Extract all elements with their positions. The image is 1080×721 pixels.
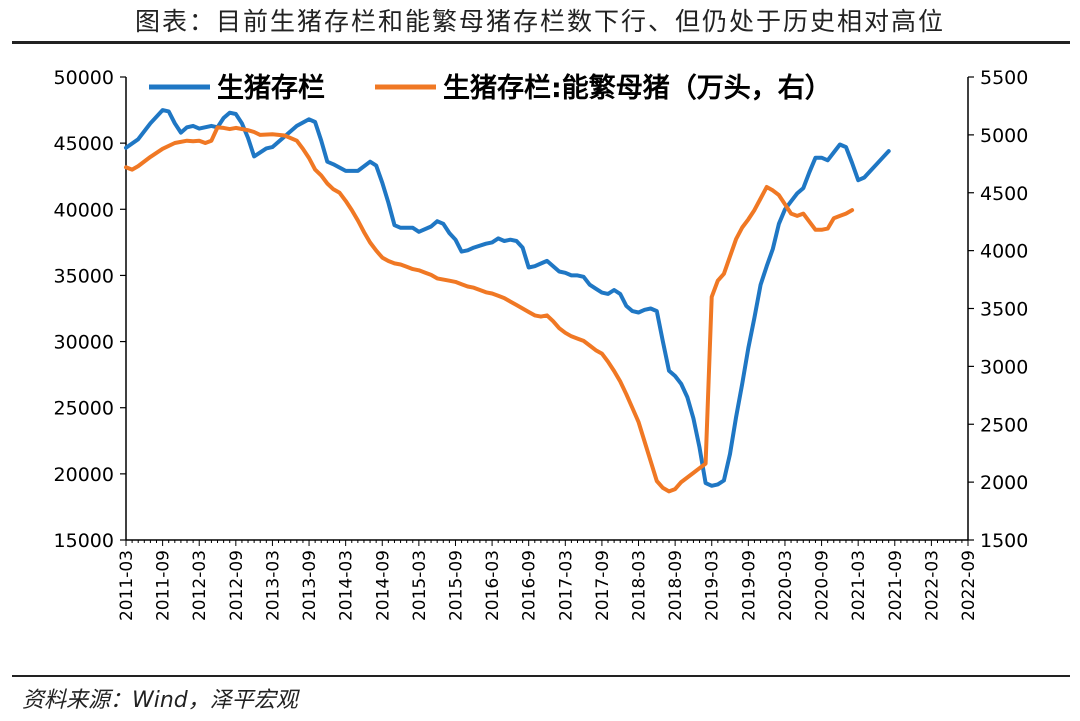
- y-right-tick-label: 1500: [980, 530, 1028, 552]
- y-right-tick-label: 2000: [980, 472, 1028, 494]
- x-tick-label: 2022-03: [922, 550, 942, 621]
- series-lines: [124, 108, 891, 494]
- x-tick-label: 2013-09: [300, 550, 320, 621]
- y-left-tick-label: 30000: [54, 332, 114, 354]
- source-note: 资料来源：Wind，泽平宏观: [22, 688, 298, 713]
- y-left-tick-label: 15000: [54, 530, 114, 552]
- x-tick-label: 2015-03: [410, 550, 430, 621]
- x-tick-label: 2016-09: [520, 550, 540, 621]
- y-right-tick-label: 3500: [980, 299, 1028, 321]
- x-tick-label: 2014-03: [337, 550, 357, 621]
- y-left-tick-label: 20000: [54, 464, 114, 486]
- x-tick-label: 2014-09: [373, 550, 393, 621]
- x-tick-label: 2011-03: [117, 550, 137, 621]
- legend-label-1: 生猪存栏: [217, 73, 325, 104]
- y-left-tick-label: 45000: [54, 133, 114, 155]
- x-tick-label: 2017-03: [556, 550, 576, 621]
- x-tick-label: 2020-09: [813, 550, 833, 621]
- y-right-tick-label: 4500: [980, 183, 1028, 205]
- x-tick-label: 2012-09: [227, 550, 247, 621]
- x-tick-label: 2021-03: [849, 550, 869, 621]
- y-left-tick-label: 35000: [54, 265, 114, 287]
- legend-label-2: 生猪存栏:能繁母猪（万头，右）: [443, 72, 832, 104]
- y-left-tick-label: 40000: [54, 199, 114, 221]
- chart-title: 图表：目前生猪存栏和能繁母猪存栏数下行、但仍处于历史相对高位: [134, 7, 945, 36]
- bottom-rule: [12, 675, 1070, 677]
- series-line-2: [124, 125, 855, 494]
- legend: 生猪存栏 生猪存栏:能繁母猪（万头，右）: [149, 72, 832, 104]
- x-tick-label: 2019-09: [739, 550, 759, 621]
- y-right-tick-label: 3000: [980, 356, 1028, 378]
- x-tick-label: 2015-09: [446, 550, 466, 621]
- y-right-tick-label: 2500: [980, 414, 1028, 436]
- y-right-tick-label: 5500: [980, 67, 1028, 89]
- x-tick-label: 2018-03: [630, 550, 650, 621]
- x-tick-label: 2021-09: [886, 550, 906, 621]
- chart: 15000 20000 25000 30000 35000 40000 45000 50000…: [54, 67, 1029, 621]
- axes: 15000 20000 25000 30000 35000 40000 45000 50000…: [54, 67, 1029, 621]
- x-tick-label: 2020-03: [776, 550, 796, 621]
- y-right-tick-label: 5000: [980, 125, 1028, 147]
- x-tick-label: 2022-09: [959, 550, 979, 621]
- x-tick-label: 2019-03: [703, 550, 723, 621]
- y-left-tick-label: 25000: [54, 398, 114, 420]
- x-tick-label: 2011-09: [154, 550, 174, 621]
- top-rule: [12, 41, 1070, 44]
- x-tick-label: 2012-03: [190, 550, 210, 621]
- series-line-1: [124, 108, 891, 488]
- x-tick-label: 2017-09: [593, 550, 613, 621]
- x-tick-label: 2018-09: [666, 550, 686, 621]
- y-left-tick-label: 50000: [54, 67, 114, 89]
- x-tick-label: 2013-03: [263, 550, 283, 621]
- x-tick-label: 2016-03: [483, 550, 503, 621]
- y-right-tick-label: 4000: [980, 241, 1028, 263]
